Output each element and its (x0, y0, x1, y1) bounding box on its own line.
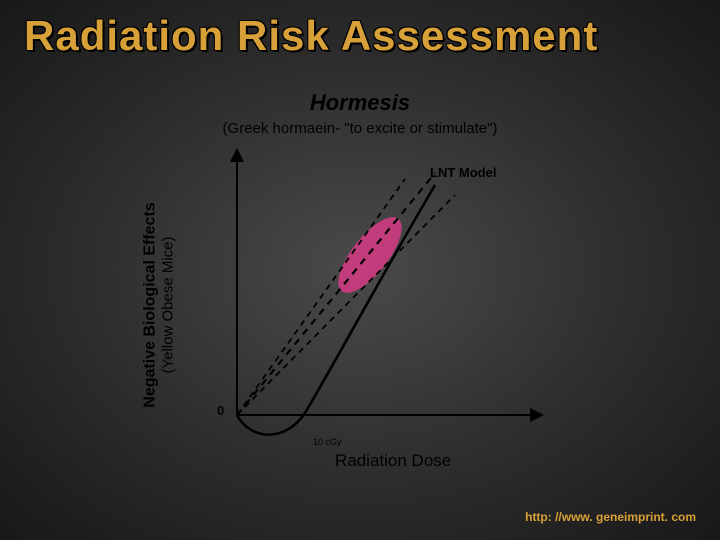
origin-label: 0 (217, 403, 224, 418)
subtitle: Hormesis (0, 90, 720, 116)
hormesis-chart: Negative Biological Effects (Yellow Obes… (155, 155, 585, 455)
etymology-caption: (Greek hormaein- "to excite or stimulate… (0, 120, 720, 137)
lnt-model-label: LNT Model (430, 165, 496, 180)
footer-url: http: //www. geneimprint. com (525, 510, 696, 524)
x-axis-label: Radiation Dose (335, 451, 451, 471)
x-tick-label: 10 cGy (313, 437, 342, 447)
upper-bound-dash (237, 179, 405, 415)
page-title: Radiation Risk Assessment (24, 12, 598, 60)
lower-bound-dash (237, 195, 455, 415)
hormesis-curve (237, 185, 435, 435)
confidence-ellipse (327, 208, 412, 303)
chart-svg (155, 155, 585, 465)
lnt-line (237, 173, 435, 415)
